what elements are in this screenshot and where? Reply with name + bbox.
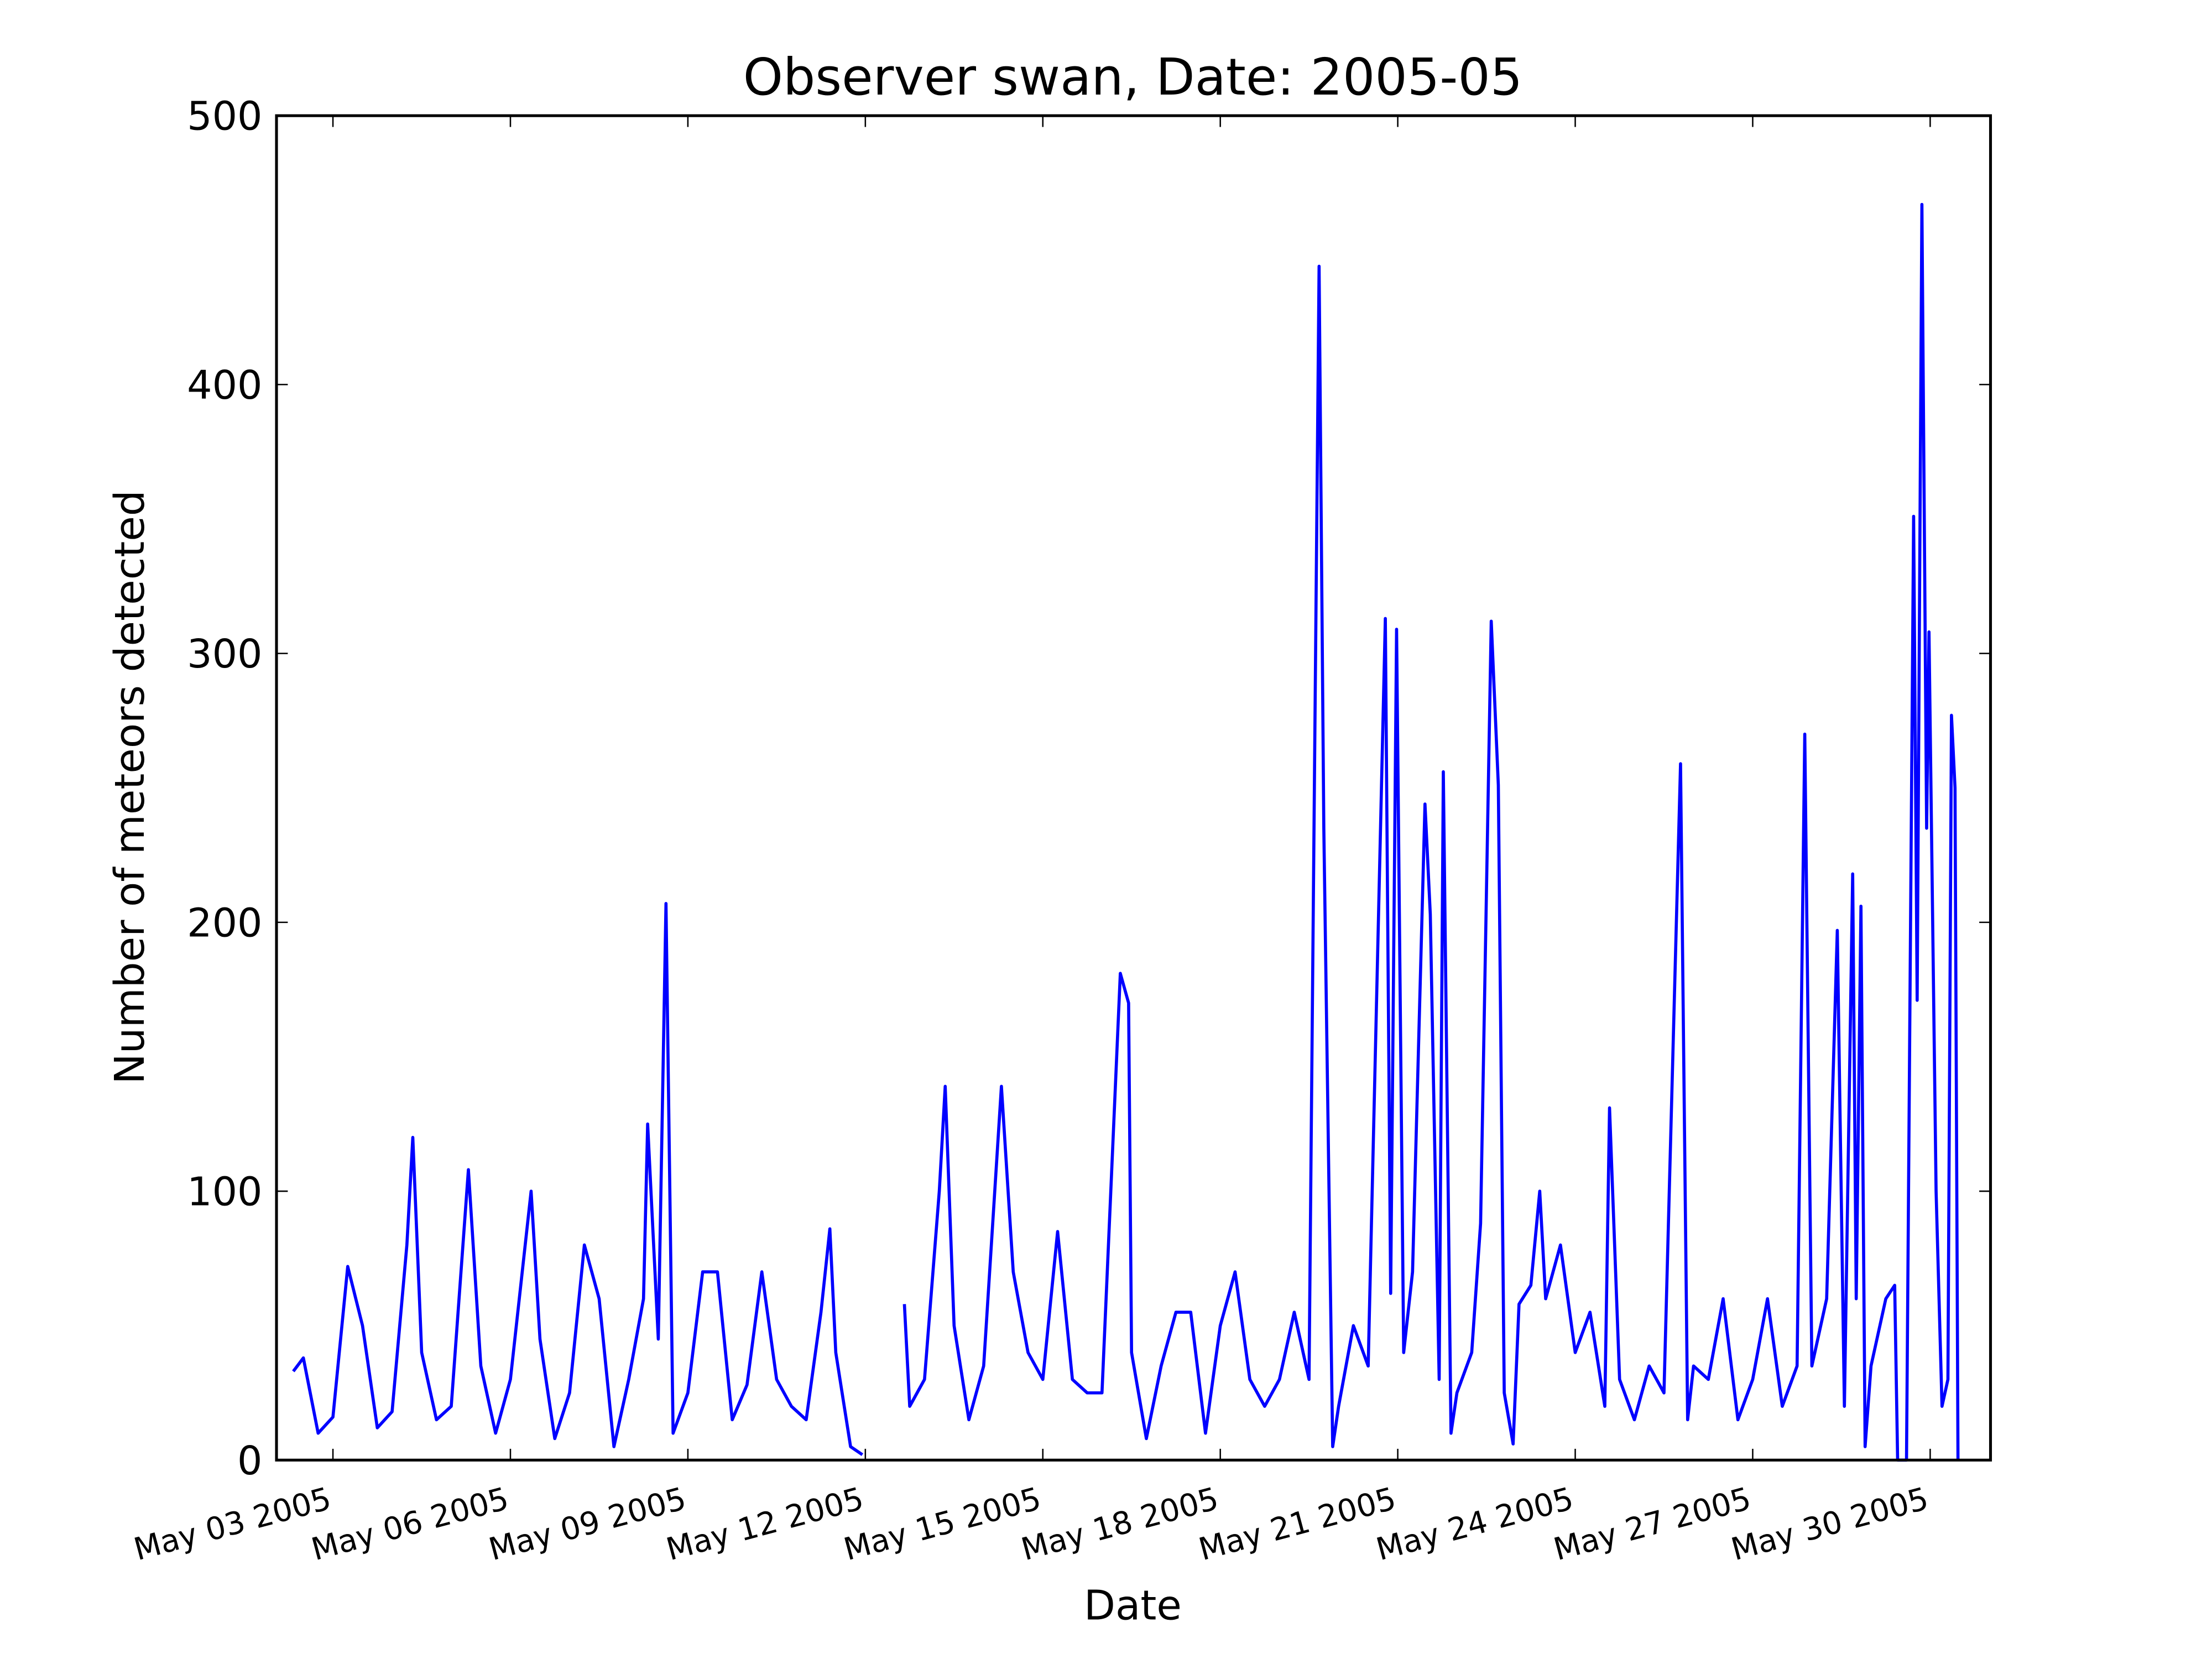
y-tick-label: 0 bbox=[237, 1438, 262, 1484]
y-tick-label: 300 bbox=[187, 631, 262, 677]
plot-frame bbox=[275, 114, 1992, 1462]
data-line bbox=[292, 202, 1960, 1462]
y-axis-label: Number of meteors detected bbox=[106, 490, 154, 1084]
y-tick-label: 400 bbox=[187, 362, 262, 408]
x-axis-label: Date bbox=[1084, 1582, 1182, 1630]
chart-title: Observer swan, Date: 2005-05 bbox=[743, 48, 1523, 107]
y-tick-label: 100 bbox=[187, 1169, 262, 1215]
y-tick-label: 500 bbox=[187, 93, 262, 139]
y-tick-label: 200 bbox=[187, 900, 262, 946]
